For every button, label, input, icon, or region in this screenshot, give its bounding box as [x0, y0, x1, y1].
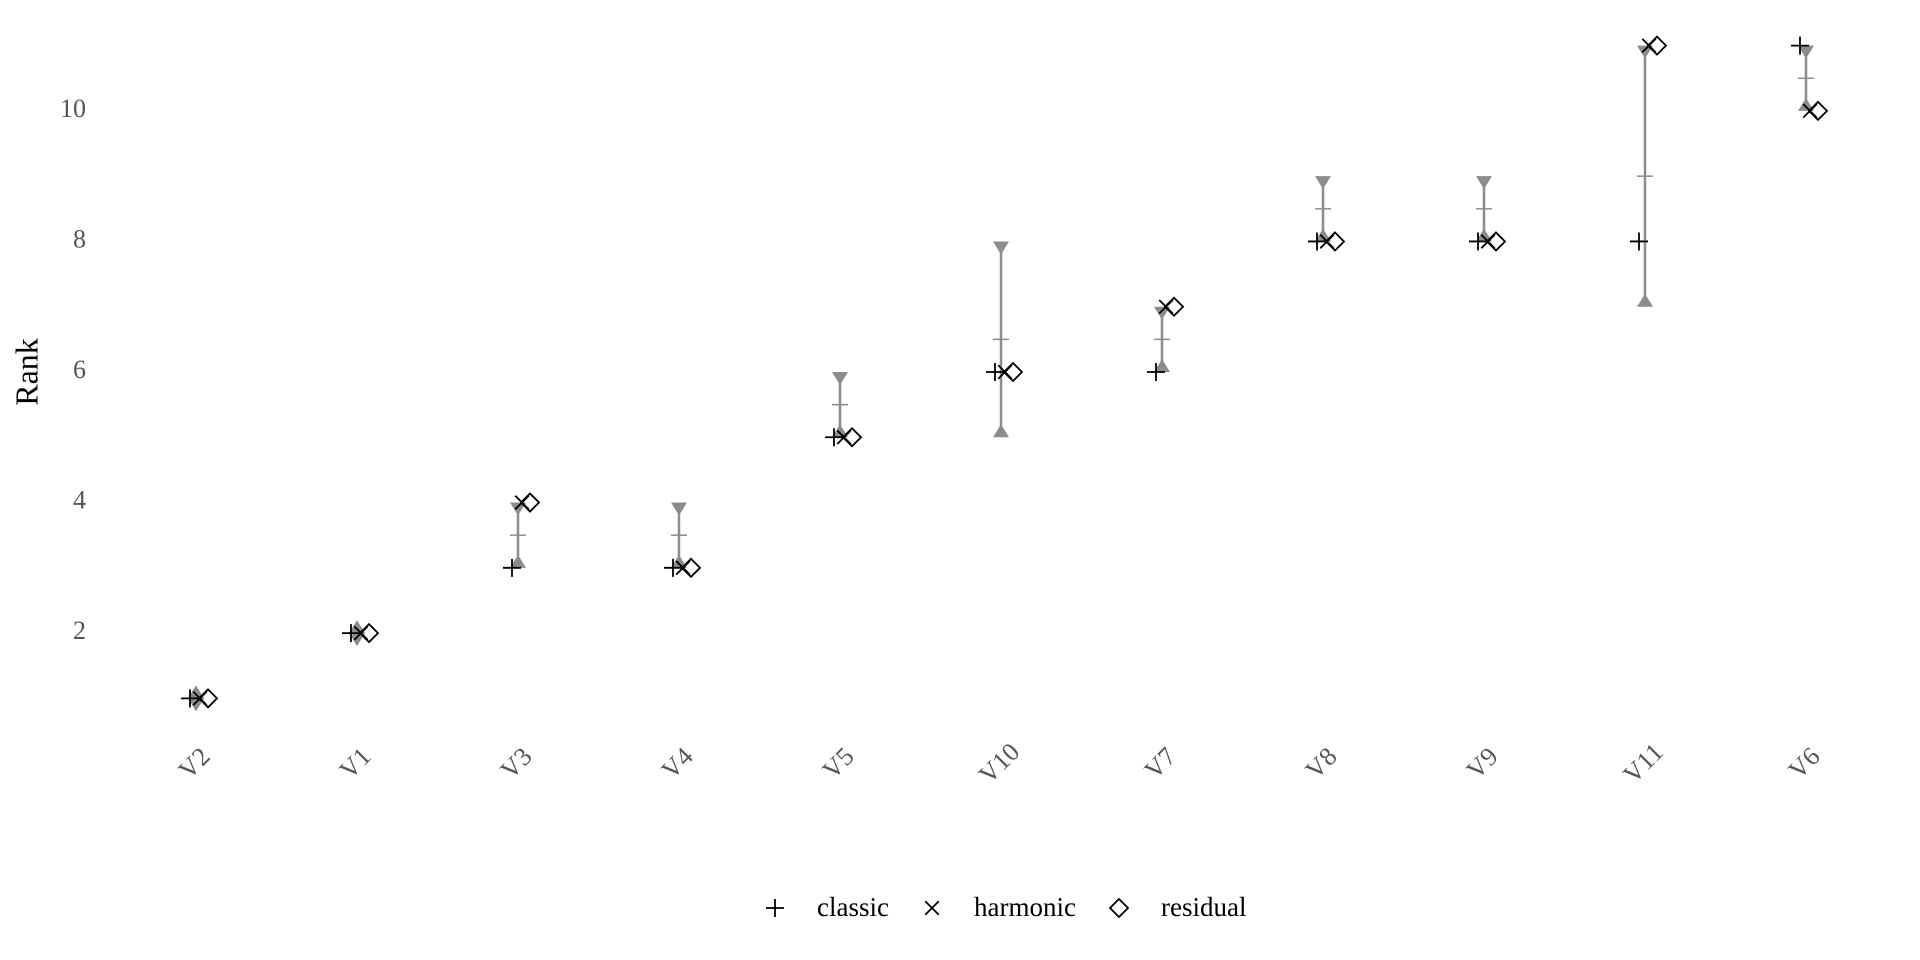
- range-upper: [1476, 176, 1492, 190]
- x-tick-label: V5: [817, 742, 860, 785]
- x-tick-label: V10: [973, 737, 1025, 789]
- point: [1147, 363, 1165, 381]
- range-upper: [993, 241, 1009, 255]
- x-tick-label: V7: [1139, 742, 1182, 785]
- legend-label: harmonic: [974, 892, 1076, 922]
- x-tick-label: V3: [495, 742, 538, 785]
- point: [503, 558, 521, 577]
- range-lower: [1315, 228, 1331, 242]
- range-lower: [671, 554, 687, 568]
- point: [1469, 232, 1487, 251]
- point: [181, 689, 199, 708]
- x-tick-label: V9: [1461, 742, 1504, 785]
- range-upper: [1798, 45, 1814, 59]
- y-axis-label: Rank: [8, 338, 44, 406]
- x-tick-label: V2: [173, 742, 216, 785]
- y-tick-label: 2: [73, 616, 86, 645]
- range-upper: [832, 372, 848, 385]
- point: [342, 624, 360, 643]
- y-tick-label: 6: [73, 355, 86, 384]
- legend-label: classic: [817, 892, 889, 922]
- point: [1324, 231, 1346, 252]
- x-tick-label: V8: [1300, 742, 1343, 785]
- range-lower: [832, 424, 848, 438]
- point: [1630, 232, 1648, 251]
- y-tick-label: 4: [73, 486, 86, 515]
- point: [1646, 35, 1668, 56]
- y-tick-label: 8: [73, 224, 86, 253]
- point: [197, 688, 219, 709]
- range-upper: [349, 633, 365, 647]
- range-lower: [1154, 359, 1170, 372]
- point: [1002, 361, 1024, 383]
- range-lower: [1637, 293, 1653, 307]
- point: [986, 363, 1004, 381]
- x-tick-label: V4: [656, 742, 699, 785]
- legend-marker: [766, 899, 784, 917]
- range-lower: [1798, 97, 1814, 111]
- range-upper: [1637, 45, 1653, 59]
- legend-label: residual: [1161, 892, 1246, 922]
- point: [1807, 100, 1829, 122]
- y-tick-label: 10: [60, 94, 86, 123]
- point: [680, 557, 702, 579]
- point: [664, 558, 682, 577]
- point: [825, 428, 843, 447]
- point: [519, 492, 541, 513]
- x-tick-label: V6: [1783, 742, 1826, 785]
- range-upper: [510, 502, 526, 516]
- x-tick-label: V11: [1617, 737, 1668, 788]
- legend-marker: [924, 900, 940, 916]
- range-upper: [1315, 176, 1331, 190]
- x-tick-label: V1: [334, 742, 377, 785]
- point: [1308, 232, 1326, 251]
- point: [1485, 231, 1507, 252]
- range-lower: [349, 620, 365, 634]
- point: [1163, 296, 1185, 317]
- legend-marker: [1108, 897, 1130, 919]
- range-lower: [510, 554, 526, 568]
- range-lower: [993, 424, 1009, 438]
- point: [841, 427, 863, 448]
- point: [1791, 36, 1809, 55]
- range-lower: [1476, 228, 1492, 242]
- range-upper: [671, 502, 687, 516]
- range-upper: [188, 698, 204, 712]
- point: [358, 622, 380, 644]
- range-lower: [188, 685, 204, 699]
- range-upper: [1154, 306, 1170, 320]
